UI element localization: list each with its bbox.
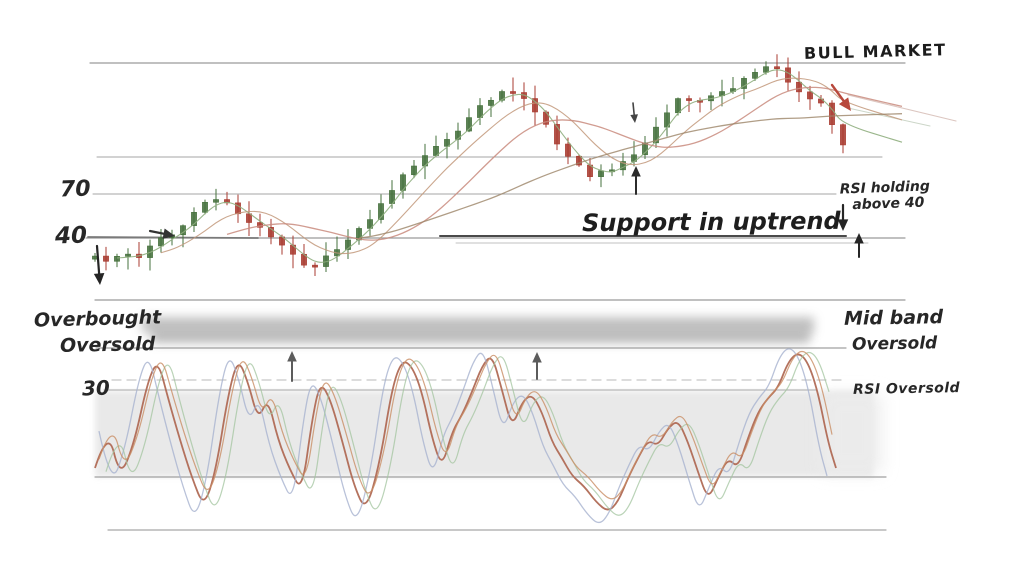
price-axis-label-40: 40 [54, 222, 88, 250]
rsi-green [105, 351, 830, 516]
oversold-label-left: Oversold [59, 333, 156, 357]
rsi-axis-label-30: 30 [81, 375, 111, 401]
rsi-holding-annotation: RSI holding above 40 [839, 178, 931, 214]
rsi-oversold-label: RSI Oversold [852, 380, 961, 398]
oversold-label-right: Oversold [851, 333, 938, 355]
rsi-holding-line2: above 40 [852, 194, 925, 214]
support-uptrend-annotation: Support in uptrend [581, 206, 841, 238]
mid-band-label: Mid band [843, 306, 944, 330]
bull-market-annotation: BULL MARKET [803, 40, 947, 63]
price-axis-label-70: 70 [59, 176, 92, 203]
rsi-orange [98, 350, 833, 500]
candles [92, 54, 846, 276]
overbought-label: Overbought [33, 306, 162, 332]
